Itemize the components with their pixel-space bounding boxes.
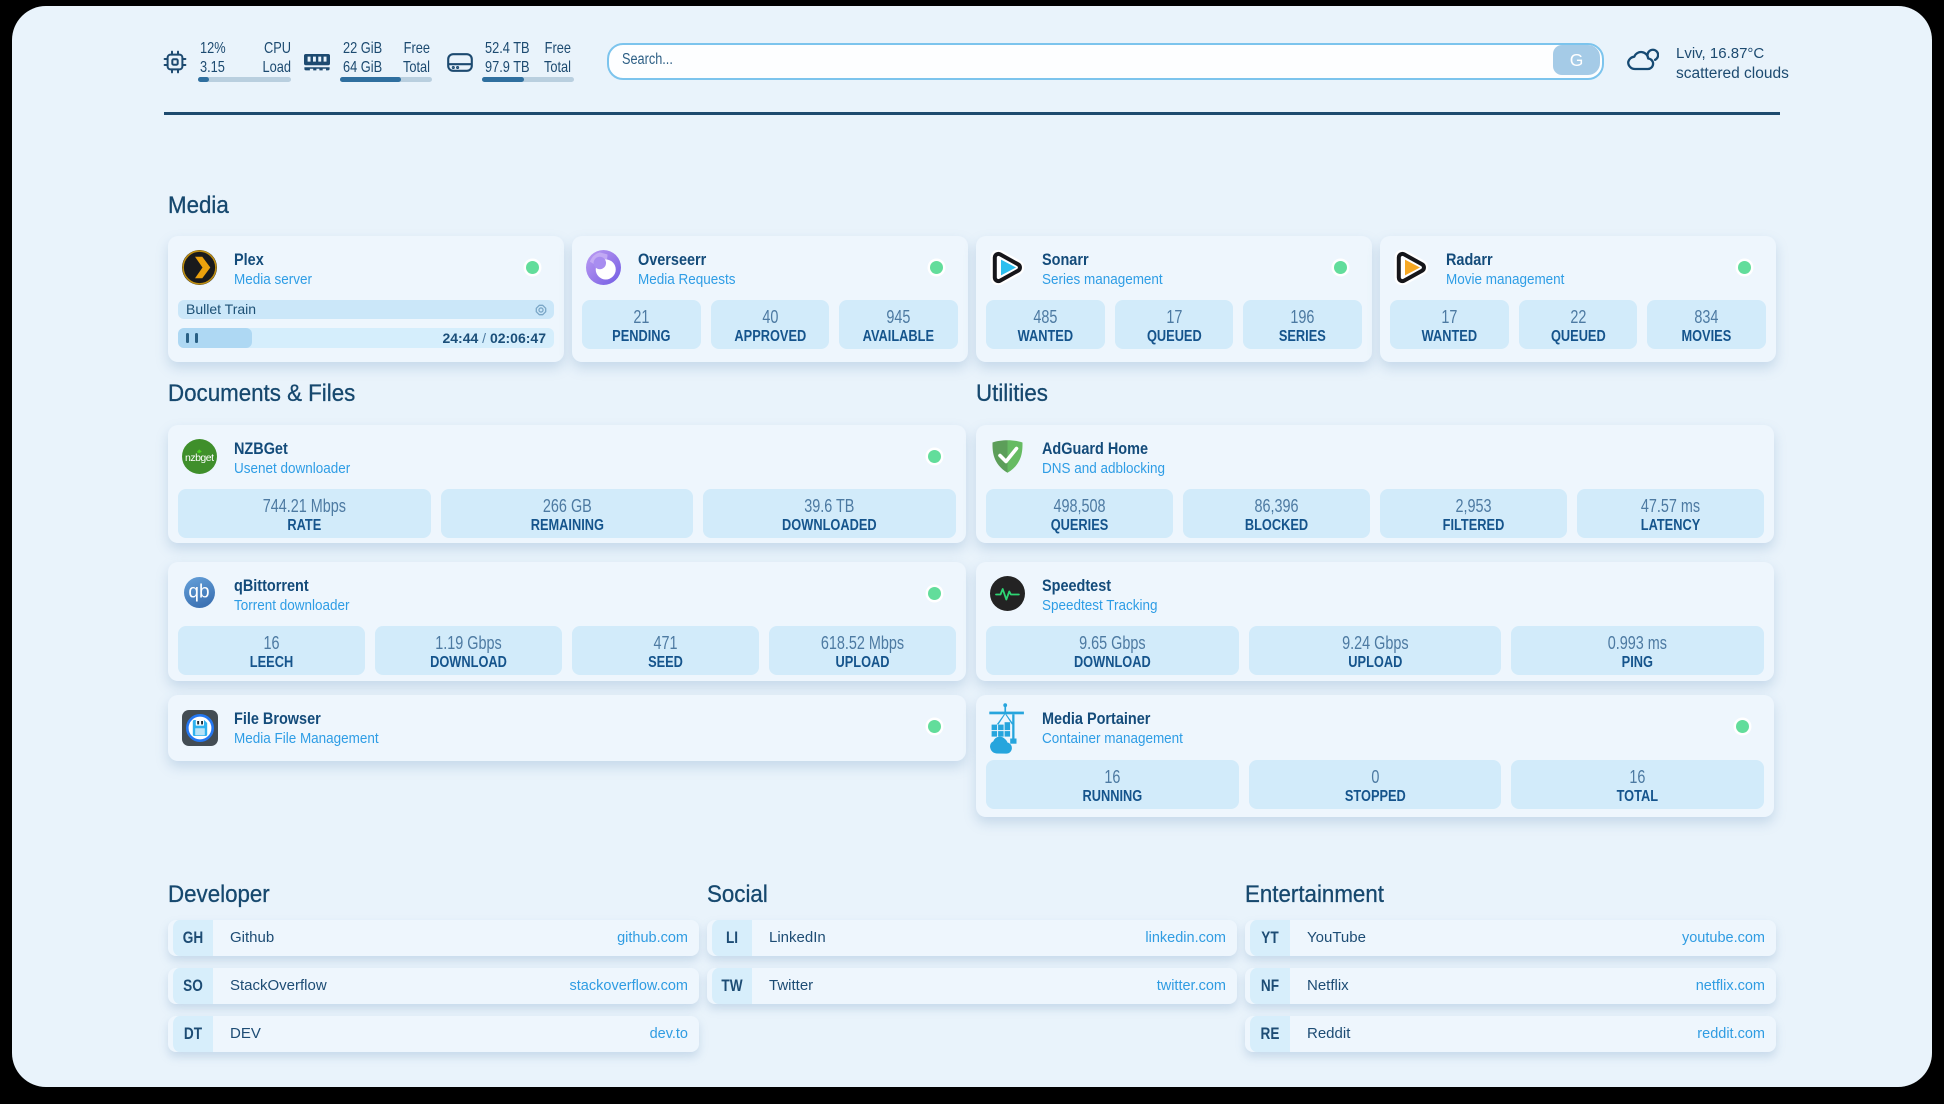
svg-text:nzbget: nzbget — [185, 452, 214, 464]
svg-text:qb: qb — [188, 582, 209, 603]
